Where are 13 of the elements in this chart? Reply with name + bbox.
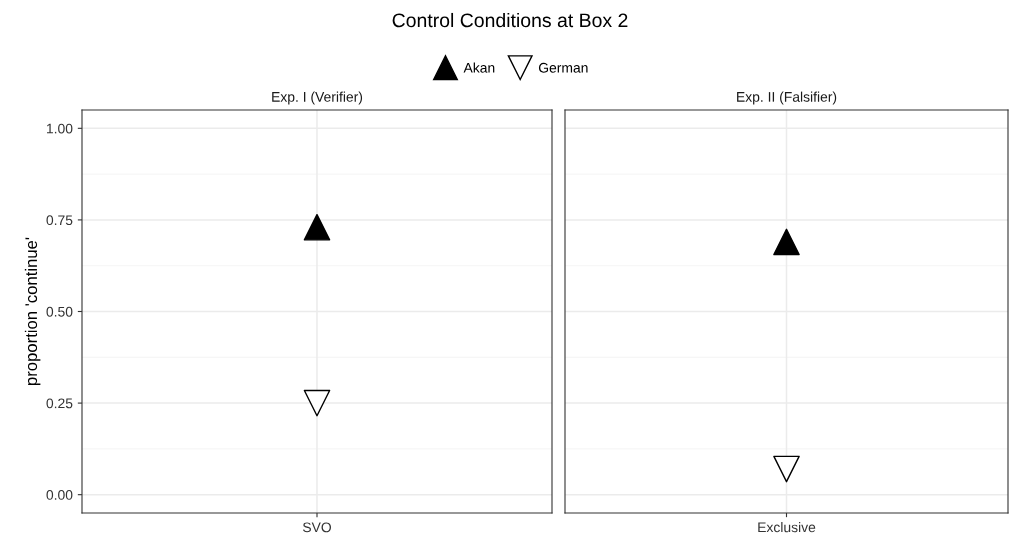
legend-label: Akan: [463, 62, 495, 73]
chart-subtitle: Exp. I (Verifier): [272, 91, 363, 105]
y-axis-title: proportion 'continue': [24, 237, 41, 385]
x-tick-label: Exclusive: [758, 522, 816, 533]
x-tick-label: SVO: [302, 522, 331, 533]
legend-label: German: [538, 62, 588, 73]
y-tick-label: 1.00: [47, 123, 73, 134]
y-tick-label: 0.50: [46, 306, 73, 317]
chart-subtitle: Exp. II (Falsifier): [737, 91, 837, 105]
y-tick-label: 0.75: [46, 215, 73, 226]
y-tick-label: 0.00: [46, 490, 73, 500]
y-tick-label: 0.25: [46, 398, 73, 409]
chart-title: Control Conditions at Box 2: [392, 12, 628, 28]
